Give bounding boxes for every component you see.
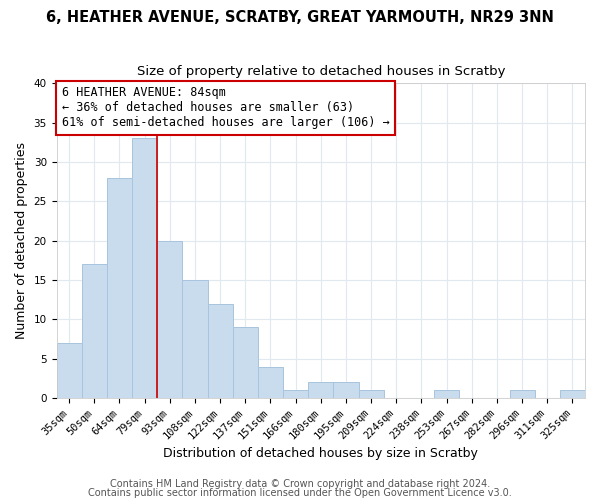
Bar	[359, 390, 383, 398]
Title: Size of property relative to detached houses in Scratby: Size of property relative to detached ho…	[137, 65, 505, 78]
Bar	[107, 178, 132, 398]
Bar	[308, 382, 334, 398]
Bar	[132, 138, 157, 398]
Bar	[208, 304, 233, 398]
Bar	[283, 390, 308, 398]
Bar	[509, 390, 535, 398]
X-axis label: Distribution of detached houses by size in Scratby: Distribution of detached houses by size …	[163, 447, 478, 460]
Bar	[258, 366, 283, 398]
Bar	[82, 264, 107, 398]
Bar	[182, 280, 208, 398]
Bar	[560, 390, 585, 398]
Bar	[157, 240, 182, 398]
Text: Contains HM Land Registry data © Crown copyright and database right 2024.: Contains HM Land Registry data © Crown c…	[110, 479, 490, 489]
Bar	[233, 328, 258, 398]
Bar	[56, 343, 82, 398]
Text: 6 HEATHER AVENUE: 84sqm
← 36% of detached houses are smaller (63)
61% of semi-de: 6 HEATHER AVENUE: 84sqm ← 36% of detache…	[62, 86, 389, 130]
Text: Contains public sector information licensed under the Open Government Licence v3: Contains public sector information licen…	[88, 488, 512, 498]
Text: 6, HEATHER AVENUE, SCRATBY, GREAT YARMOUTH, NR29 3NN: 6, HEATHER AVENUE, SCRATBY, GREAT YARMOU…	[46, 10, 554, 25]
Bar	[334, 382, 359, 398]
Y-axis label: Number of detached properties: Number of detached properties	[15, 142, 28, 339]
Bar	[434, 390, 459, 398]
